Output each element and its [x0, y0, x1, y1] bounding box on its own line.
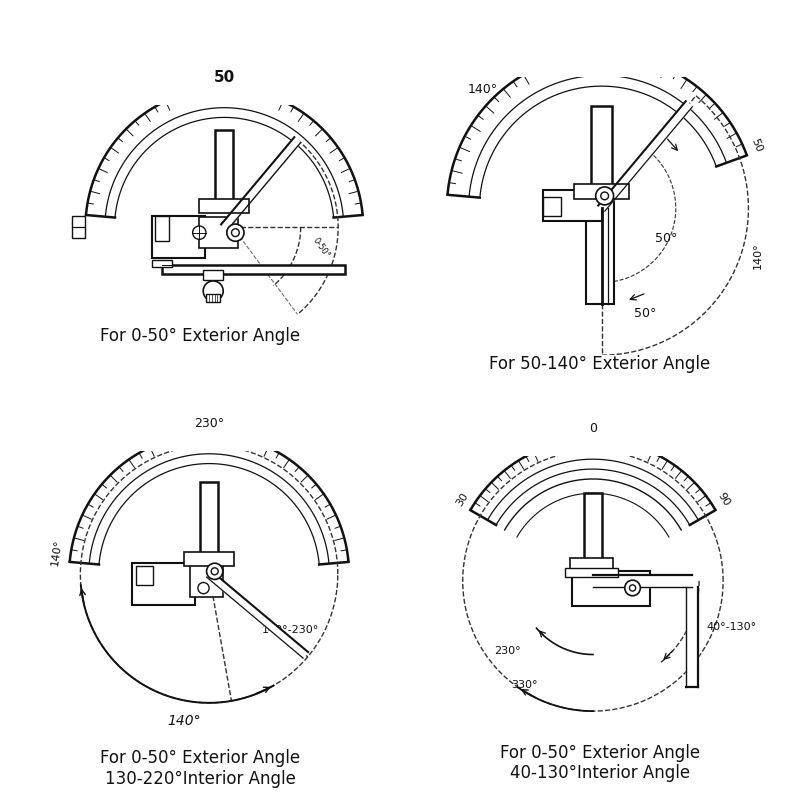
Text: 140°: 140° [753, 242, 763, 269]
Polygon shape [593, 575, 692, 586]
Circle shape [198, 582, 209, 594]
Text: 50: 50 [214, 70, 235, 86]
Text: 330°: 330° [511, 681, 538, 690]
Text: 50: 50 [749, 138, 764, 154]
Text: 230°: 230° [194, 417, 224, 430]
FancyBboxPatch shape [586, 196, 614, 304]
Text: 0-50°: 0-50° [310, 236, 331, 260]
FancyBboxPatch shape [136, 566, 153, 586]
Circle shape [601, 192, 609, 200]
FancyBboxPatch shape [570, 558, 613, 571]
Text: 0: 0 [589, 422, 597, 435]
Polygon shape [598, 102, 692, 211]
FancyBboxPatch shape [542, 190, 602, 221]
Text: 0: 0 [70, 218, 78, 231]
Circle shape [203, 281, 223, 301]
Text: For 50-140° Exterior Angle: For 50-140° Exterior Angle [490, 355, 710, 373]
Text: 40°-130°: 40°-130° [706, 622, 756, 633]
Polygon shape [206, 571, 308, 658]
FancyBboxPatch shape [190, 563, 223, 597]
FancyBboxPatch shape [584, 493, 602, 561]
FancyBboxPatch shape [572, 571, 650, 606]
FancyBboxPatch shape [206, 294, 220, 302]
Circle shape [630, 585, 636, 591]
Text: For 0-50° Exterior Angle
130-220°Interior Angle: For 0-50° Exterior Angle 130-220°Interio… [100, 749, 300, 788]
FancyBboxPatch shape [132, 563, 195, 605]
FancyBboxPatch shape [215, 130, 234, 202]
Text: 140°: 140° [467, 82, 498, 95]
Polygon shape [686, 586, 698, 687]
FancyBboxPatch shape [200, 482, 218, 554]
FancyBboxPatch shape [155, 216, 169, 241]
Text: 140°-230°: 140°-230° [262, 625, 319, 635]
FancyBboxPatch shape [199, 218, 238, 248]
FancyBboxPatch shape [184, 552, 234, 566]
Text: 50°: 50° [634, 306, 656, 319]
Circle shape [231, 229, 239, 237]
FancyBboxPatch shape [71, 216, 86, 238]
Text: 50°: 50° [655, 232, 678, 246]
Text: 140°: 140° [167, 714, 201, 728]
FancyBboxPatch shape [199, 199, 250, 214]
FancyBboxPatch shape [162, 265, 345, 274]
FancyBboxPatch shape [542, 198, 562, 216]
Circle shape [625, 580, 640, 596]
Circle shape [227, 224, 244, 242]
Circle shape [596, 187, 614, 205]
Text: 30: 30 [454, 490, 470, 508]
FancyBboxPatch shape [203, 270, 223, 280]
FancyBboxPatch shape [152, 261, 171, 267]
Circle shape [211, 568, 218, 575]
Circle shape [193, 226, 206, 239]
Text: 140°: 140° [50, 539, 63, 566]
Text: For 0-50° Exterior Angle: For 0-50° Exterior Angle [100, 327, 300, 345]
Text: 230°: 230° [494, 646, 521, 657]
Circle shape [206, 563, 223, 579]
Text: 90: 90 [716, 490, 732, 508]
Text: For 0-50° Exterior Angle
40-130°Interior Angle: For 0-50° Exterior Angle 40-130°Interior… [500, 744, 700, 782]
FancyBboxPatch shape [152, 216, 205, 258]
Polygon shape [221, 138, 301, 230]
FancyBboxPatch shape [565, 568, 618, 577]
FancyBboxPatch shape [574, 183, 630, 199]
FancyBboxPatch shape [591, 106, 611, 186]
